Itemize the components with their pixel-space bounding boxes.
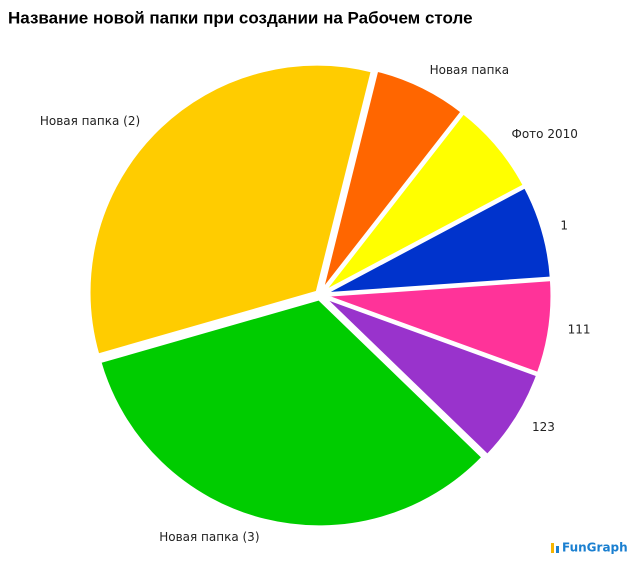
- logo-icon: [551, 543, 554, 553]
- chart-title: Название новой папки при создании на Раб…: [8, 8, 473, 27]
- pie-slice: [98, 297, 486, 529]
- slice-label: Новая папка (2): [40, 114, 140, 128]
- pie-slice: [320, 68, 465, 293]
- pie-slice: [321, 110, 527, 294]
- slice-label: Фото 2010: [512, 127, 578, 141]
- slice-label: Новая папка (3): [159, 530, 259, 544]
- slice-label: 1: [560, 219, 568, 233]
- credit: FunGraph: [562, 541, 628, 555]
- pie-slice: [323, 184, 553, 296]
- pie-slice: [87, 62, 375, 357]
- slice-label: 111: [568, 322, 591, 336]
- slice-label: 123: [532, 420, 555, 434]
- pie-slice: [322, 295, 540, 458]
- logo-icon: [556, 546, 559, 553]
- pie-slice: [323, 278, 554, 376]
- slice-label: Новая папка: [430, 63, 509, 77]
